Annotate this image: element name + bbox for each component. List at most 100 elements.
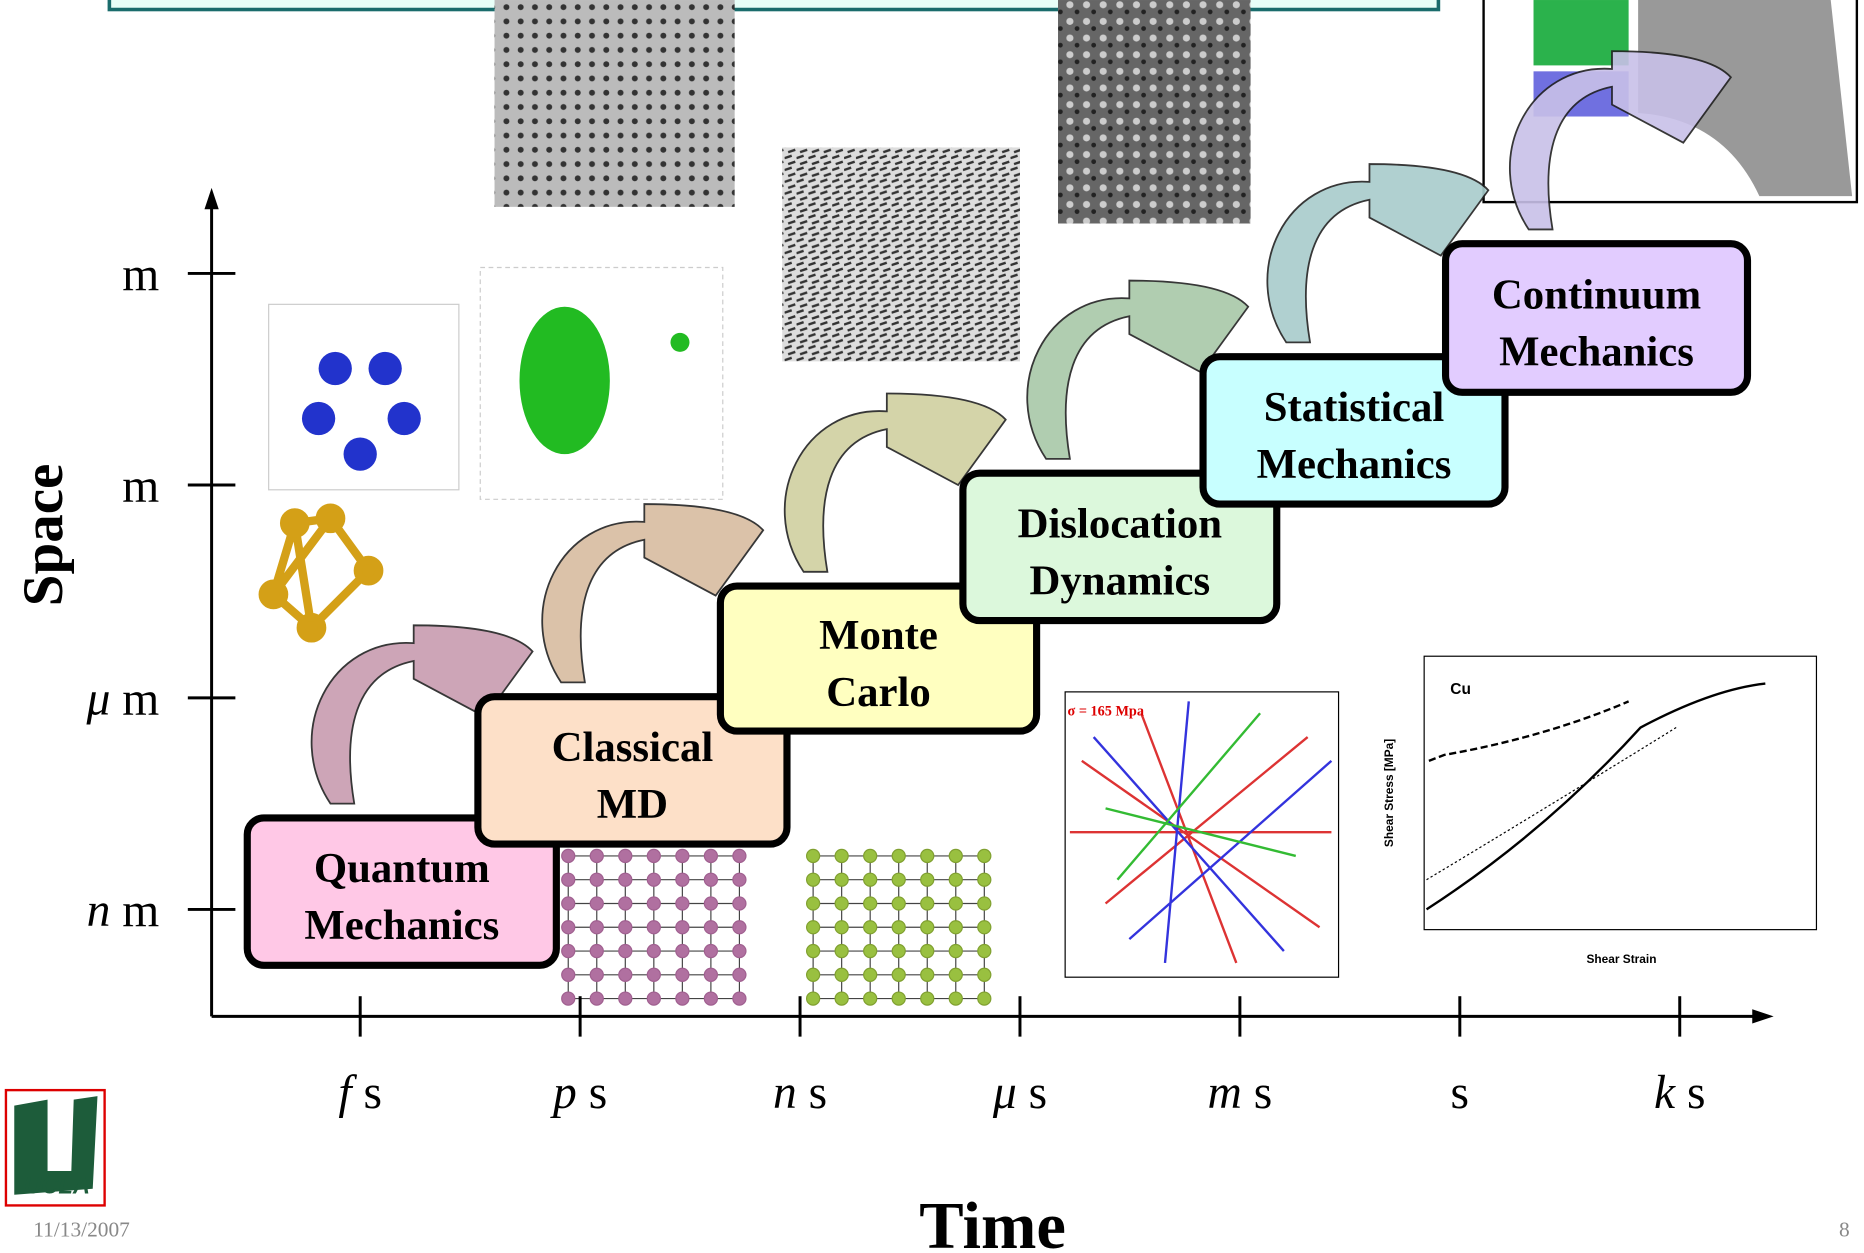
lattice-atom bbox=[949, 968, 962, 981]
lattice-atom bbox=[892, 944, 905, 957]
figure-label: Shear Stress [MPa] bbox=[1382, 739, 1396, 847]
lattice-atom bbox=[864, 992, 877, 1005]
lattice-atom bbox=[562, 897, 575, 910]
stage-label: MD bbox=[597, 781, 668, 828]
image bbox=[269, 304, 459, 489]
tick-unit: s bbox=[589, 1067, 608, 1119]
date: 11/13/2007 bbox=[33, 1217, 130, 1241]
lattice-atom bbox=[647, 968, 660, 981]
stage-label: Dynamics bbox=[1030, 557, 1211, 604]
stage-label: Mechanics bbox=[1257, 441, 1452, 488]
lattice-atom bbox=[835, 992, 848, 1005]
tick-label: m bbox=[122, 461, 159, 513]
lattice-atom bbox=[676, 921, 689, 934]
stage-label: Statistical bbox=[1264, 384, 1445, 431]
lattice-atom bbox=[562, 873, 575, 886]
lattice-atom bbox=[704, 992, 717, 1005]
tick-prefix: n bbox=[773, 1067, 797, 1119]
image: σ = 165 Mpa bbox=[1065, 692, 1338, 977]
lattice-atom bbox=[978, 944, 991, 957]
image bbox=[782, 147, 1020, 361]
lattice-atom bbox=[921, 944, 934, 957]
tick-unit: s bbox=[1029, 1067, 1048, 1119]
lattice-atom bbox=[978, 968, 991, 981]
lattice-atom bbox=[590, 992, 603, 1005]
image bbox=[263, 508, 380, 639]
lattice-atom bbox=[590, 944, 603, 957]
lattice-atom bbox=[647, 944, 660, 957]
stage-label: Classical bbox=[552, 724, 714, 771]
tick-label: μ s bbox=[992, 1067, 1047, 1119]
lattice-atom bbox=[676, 873, 689, 886]
lattice-atom bbox=[619, 921, 632, 934]
lattice-atom bbox=[562, 849, 575, 862]
tick-unit: s bbox=[1451, 1067, 1470, 1119]
lattice-atom bbox=[733, 921, 746, 934]
stage-label: Mechanics bbox=[304, 902, 499, 949]
lattice-atom bbox=[562, 944, 575, 957]
tick-label: m bbox=[122, 249, 159, 301]
x-axis-label: Time bbox=[919, 1190, 1066, 1253]
lattice-atom bbox=[676, 897, 689, 910]
lattice-atom bbox=[892, 897, 905, 910]
lattice-atom bbox=[864, 921, 877, 934]
lattice-atom bbox=[921, 897, 934, 910]
lattice-atom bbox=[921, 873, 934, 886]
lattice-atom bbox=[807, 897, 820, 910]
lattice-atom bbox=[733, 873, 746, 886]
tick-label: n s bbox=[773, 1067, 827, 1119]
lattice-atom bbox=[619, 897, 632, 910]
tick-unit: s bbox=[809, 1067, 828, 1119]
logo-text: UCLA bbox=[24, 1173, 90, 1200]
tick-unit: m bbox=[122, 461, 159, 513]
lattice-atom bbox=[949, 921, 962, 934]
lattice-atom bbox=[978, 921, 991, 934]
lattice-atom bbox=[590, 921, 603, 934]
lattice-atom bbox=[619, 849, 632, 862]
lattice-atom bbox=[704, 944, 717, 957]
lattice-atom bbox=[619, 992, 632, 1005]
figure-label: Cu bbox=[1450, 681, 1471, 698]
lattice-atom bbox=[892, 968, 905, 981]
lattice-atom bbox=[562, 992, 575, 1005]
lattice-atom bbox=[921, 968, 934, 981]
lattice-atom bbox=[835, 849, 848, 862]
lattice-atom bbox=[949, 849, 962, 862]
stage-label: Dislocation bbox=[1018, 500, 1223, 547]
lattice-atom bbox=[921, 992, 934, 1005]
lattice-atom bbox=[892, 992, 905, 1005]
lattice-atom bbox=[835, 897, 848, 910]
lattice-atom bbox=[921, 921, 934, 934]
stage-label: Monte bbox=[819, 612, 938, 659]
lattice-atom bbox=[978, 897, 991, 910]
lattice-atom bbox=[807, 921, 820, 934]
lattice-atom bbox=[864, 897, 877, 910]
tick-label: f s bbox=[338, 1067, 382, 1119]
tick-prefix: m bbox=[1208, 1067, 1242, 1119]
slide: σ = 165 Mpa Cu Shear Strain Shear Stress… bbox=[0, 0, 1864, 1253]
lattice-atom bbox=[807, 873, 820, 886]
lattice-atom bbox=[619, 873, 632, 886]
tick-unit: m bbox=[122, 249, 159, 301]
lattice-atom bbox=[835, 968, 848, 981]
lattice-atom bbox=[676, 992, 689, 1005]
lattice-atom bbox=[676, 849, 689, 862]
tick-unit: m bbox=[122, 885, 159, 937]
tick-prefix: k bbox=[1654, 1067, 1676, 1119]
lattice-atom bbox=[676, 968, 689, 981]
lattice-atom bbox=[562, 968, 575, 981]
figure-label: σ = 165 Mpa bbox=[1068, 704, 1144, 720]
logo: UCLA bbox=[6, 1090, 105, 1205]
lattice-atom bbox=[619, 944, 632, 957]
tick-prefix: μ bbox=[86, 673, 111, 725]
lattice-atom bbox=[978, 849, 991, 862]
lattice-atom bbox=[647, 897, 660, 910]
lattice-atom bbox=[704, 921, 717, 934]
lattice-atom bbox=[807, 849, 820, 862]
tick-unit: s bbox=[1687, 1067, 1706, 1119]
lattice-atom bbox=[704, 849, 717, 862]
lattice-atom bbox=[647, 992, 660, 1005]
lattice-atom bbox=[978, 992, 991, 1005]
stage-label: Quantum bbox=[314, 845, 490, 892]
figure-label: Shear Strain bbox=[1587, 952, 1657, 966]
